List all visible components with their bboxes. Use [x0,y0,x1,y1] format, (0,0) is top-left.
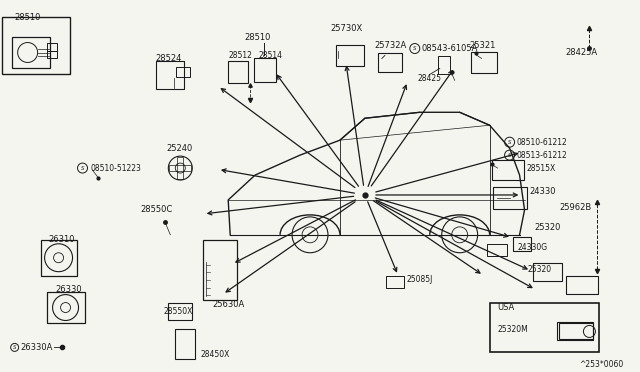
Bar [2,17,70,74]
Bar [513,237,531,251]
Bar [254,58,276,82]
Text: 08543-6105A: 08543-6105A [422,44,478,53]
Text: 25732A: 25732A [375,41,407,50]
Text: 25962B: 25962B [559,203,592,212]
Bar [438,57,450,74]
Text: 24330: 24330 [529,187,556,196]
Bar [40,240,77,276]
Bar [492,160,524,180]
Text: 28425A: 28425A [566,48,598,57]
Bar [493,187,527,209]
Bar [228,61,248,83]
Bar [566,276,598,294]
Text: S: S [508,153,511,158]
Text: 25240: 25240 [166,144,193,153]
Text: 25320M: 25320M [498,325,529,334]
Bar [470,51,497,73]
Text: 28550C: 28550C [140,205,173,214]
Text: S: S [508,140,511,145]
Bar [176,67,190,77]
Text: 26330: 26330 [56,285,82,294]
Text: 28512: 28512 [228,51,252,60]
Text: 26330A: 26330A [20,343,53,352]
Text: 28515X: 28515X [527,164,556,173]
Text: 08510-61212: 08510-61212 [516,138,567,147]
Bar [378,52,402,73]
Bar [177,157,183,179]
Bar [559,324,593,339]
Text: 25730X: 25730X [330,24,362,33]
Bar [12,36,49,68]
Text: 25630A: 25630A [212,300,244,309]
Text: 08510-51223: 08510-51223 [90,164,141,173]
Bar [168,302,192,321]
Text: S: S [413,46,417,51]
Bar [170,165,191,171]
Text: ^253*0060: ^253*0060 [579,360,624,369]
Text: 28425: 28425 [418,74,442,83]
Text: 24330G: 24330G [518,243,548,252]
Text: 28510: 28510 [15,13,41,22]
Bar [490,302,600,352]
Text: 25320: 25320 [527,265,552,274]
Text: 25085J: 25085J [407,275,433,284]
Text: 25321: 25321 [470,41,496,50]
Bar [386,276,404,288]
Text: 28510: 28510 [244,33,271,42]
Bar [486,244,507,256]
Bar [47,51,56,58]
Bar [532,263,563,280]
Text: 25320: 25320 [534,223,561,232]
Text: S: S [13,345,17,350]
Bar [336,45,364,67]
Text: 08513-61212: 08513-61212 [516,151,567,160]
Bar [175,330,195,359]
Bar [156,61,184,89]
Text: USA: USA [498,303,515,312]
Bar [47,42,56,51]
Text: 28524: 28524 [156,54,182,63]
Text: 28514: 28514 [258,51,282,60]
Text: S: S [81,166,84,171]
Bar [47,292,84,324]
Bar [204,240,237,299]
Text: 26310: 26310 [49,235,75,244]
Bar [557,323,593,340]
Text: 28550X: 28550X [163,307,193,316]
Text: 28450X: 28450X [200,350,230,359]
